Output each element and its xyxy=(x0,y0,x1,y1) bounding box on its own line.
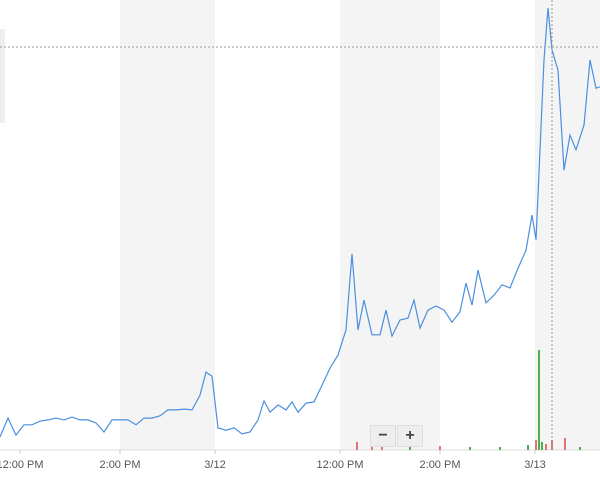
volume-bar xyxy=(469,447,471,450)
session-band xyxy=(120,0,215,450)
zoom-in-button[interactable]: + xyxy=(397,425,423,447)
volume-bar xyxy=(545,444,547,450)
x-tick-label: 2:00 PM xyxy=(100,459,141,471)
volume-bar xyxy=(541,442,543,450)
volume-bar xyxy=(356,442,358,450)
volume-bar xyxy=(499,447,501,450)
volume-bar xyxy=(527,445,529,450)
x-tick-label: 12:00 PM xyxy=(316,459,363,471)
zoom-out-button[interactable]: − xyxy=(370,425,396,447)
side-panel xyxy=(0,29,5,123)
volume-bar xyxy=(409,447,411,450)
volume-bar xyxy=(381,445,383,450)
x-tick-label: 2:00 PM xyxy=(420,459,461,471)
volume-bar xyxy=(439,446,441,450)
x-tick-label: 12:00 PM xyxy=(0,459,44,471)
volume-bar xyxy=(579,447,581,450)
session-band xyxy=(340,0,440,450)
volume-bar xyxy=(371,446,373,450)
session-band xyxy=(535,0,600,450)
price-line xyxy=(0,8,600,438)
volume-bar xyxy=(538,350,540,450)
x-tick-label: 3/13 xyxy=(524,459,545,471)
volume-bar xyxy=(535,440,537,450)
x-tick-label: 3/12 xyxy=(204,459,225,471)
volume-bar xyxy=(564,438,566,450)
